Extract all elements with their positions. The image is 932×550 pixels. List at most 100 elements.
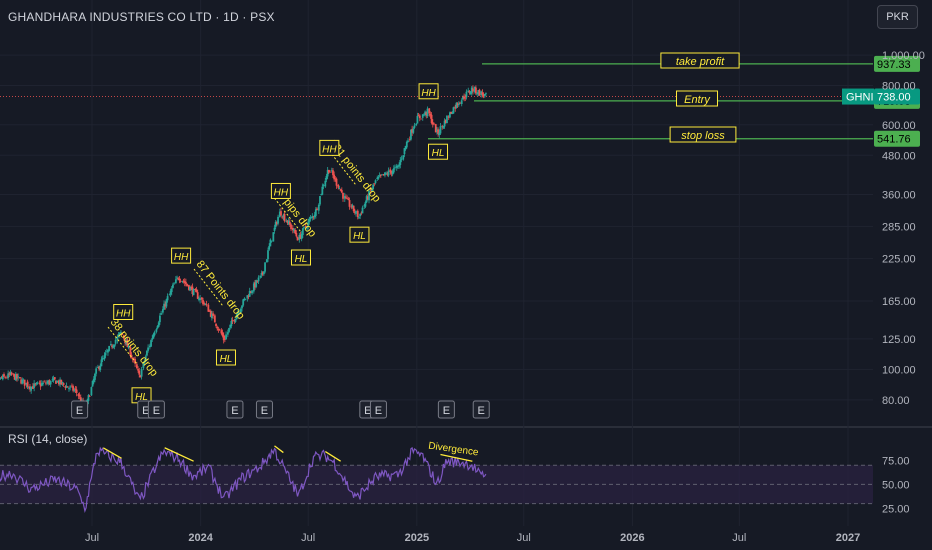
candle-body[interactable] bbox=[329, 171, 331, 173]
candle-body[interactable] bbox=[195, 289, 198, 293]
candle-body[interactable] bbox=[382, 174, 385, 176]
candle-body[interactable] bbox=[217, 329, 220, 331]
candle-body[interactable] bbox=[363, 205, 366, 207]
candle-body[interactable] bbox=[231, 319, 234, 321]
candle-body[interactable] bbox=[204, 303, 207, 305]
candle-body[interactable] bbox=[385, 173, 388, 175]
candle-body[interactable] bbox=[352, 205, 355, 212]
candle-body[interactable] bbox=[447, 116, 450, 118]
candle-body[interactable] bbox=[58, 380, 60, 385]
candle-body[interactable] bbox=[386, 173, 389, 175]
candle-body[interactable] bbox=[65, 385, 68, 388]
candle-body[interactable] bbox=[459, 102, 461, 104]
candle-body[interactable] bbox=[295, 232, 298, 237]
candle-body[interactable] bbox=[286, 220, 289, 224]
candle-body[interactable] bbox=[252, 283, 255, 292]
candle-body[interactable] bbox=[73, 389, 76, 391]
candle-body[interactable] bbox=[274, 221, 277, 228]
candle-body[interactable] bbox=[247, 296, 250, 298]
candle-body[interactable] bbox=[425, 112, 428, 115]
candle-body[interactable] bbox=[277, 216, 279, 224]
candle-body[interactable] bbox=[213, 315, 216, 323]
candle-body[interactable] bbox=[72, 386, 74, 391]
candle-body[interactable] bbox=[415, 123, 418, 126]
candle-body[interactable] bbox=[229, 324, 232, 328]
candle-body[interactable] bbox=[169, 290, 172, 295]
candle-body[interactable] bbox=[187, 284, 190, 290]
drop-annotation[interactable]: 87 Points drop bbox=[194, 258, 247, 321]
candle-body[interactable] bbox=[156, 325, 159, 329]
candle-body[interactable] bbox=[101, 358, 104, 360]
candle-body[interactable] bbox=[270, 240, 273, 242]
hl-box[interactable] bbox=[290, 249, 311, 266]
candle-body[interactable] bbox=[390, 170, 393, 174]
hh-box[interactable] bbox=[319, 139, 340, 156]
candle-body[interactable] bbox=[450, 111, 452, 114]
candle-body[interactable] bbox=[468, 91, 471, 94]
candle-body[interactable] bbox=[358, 216, 360, 218]
candle-body[interactable] bbox=[330, 170, 333, 172]
candle-body[interactable] bbox=[23, 379, 26, 386]
candle-body[interactable] bbox=[166, 296, 169, 301]
candle-body[interactable] bbox=[251, 290, 253, 294]
candle-body[interactable] bbox=[153, 332, 156, 336]
candle-body[interactable] bbox=[278, 211, 281, 218]
candle-body[interactable] bbox=[342, 192, 344, 199]
candle-body[interactable] bbox=[122, 335, 125, 339]
candle-body[interactable] bbox=[377, 176, 380, 179]
candle-body[interactable] bbox=[260, 273, 263, 275]
candle-body[interactable] bbox=[359, 213, 362, 217]
candle-body[interactable] bbox=[88, 396, 91, 397]
candle-body[interactable] bbox=[443, 120, 446, 127]
candle-body[interactable] bbox=[282, 214, 285, 218]
candle-body[interactable] bbox=[394, 166, 396, 168]
candle-body[interactable] bbox=[199, 298, 201, 300]
candle-body[interactable] bbox=[434, 124, 437, 133]
candle-body[interactable] bbox=[192, 288, 195, 296]
candle-body[interactable] bbox=[16, 373, 18, 379]
candle-body[interactable] bbox=[416, 115, 419, 124]
candle-body[interactable] bbox=[304, 226, 307, 228]
candle-body[interactable] bbox=[99, 365, 102, 370]
candle-body[interactable] bbox=[148, 345, 151, 348]
candle-body[interactable] bbox=[0, 377, 2, 379]
candle-body[interactable] bbox=[133, 358, 135, 360]
candle-body[interactable] bbox=[335, 178, 338, 186]
candle-body[interactable] bbox=[79, 397, 82, 403]
candle-body[interactable] bbox=[325, 175, 328, 180]
candle-body[interactable] bbox=[285, 220, 288, 222]
candle-body[interactable] bbox=[118, 332, 121, 336]
candle-body[interactable] bbox=[38, 382, 41, 384]
candle-body[interactable] bbox=[144, 356, 147, 362]
candle-body[interactable] bbox=[155, 329, 158, 332]
candle-body[interactable] bbox=[334, 178, 337, 180]
candle-body[interactable] bbox=[234, 318, 237, 322]
stop-loss-box[interactable] bbox=[669, 126, 737, 143]
candle-body[interactable] bbox=[437, 129, 440, 134]
candle-body[interactable] bbox=[421, 114, 424, 118]
candle-body[interactable] bbox=[233, 320, 236, 322]
candle-body[interactable] bbox=[178, 278, 181, 281]
candle-body[interactable] bbox=[333, 174, 336, 180]
candle-body[interactable] bbox=[19, 377, 21, 379]
candle-body[interactable] bbox=[262, 271, 265, 275]
earnings-marker[interactable] bbox=[147, 400, 165, 419]
hh-box[interactable] bbox=[270, 182, 291, 199]
candle-body[interactable] bbox=[439, 126, 442, 134]
candle-body[interactable] bbox=[200, 297, 203, 300]
candle-body[interactable] bbox=[107, 349, 109, 353]
candle-body[interactable] bbox=[256, 280, 259, 282]
candle-body[interactable] bbox=[356, 210, 359, 218]
candle-body[interactable] bbox=[417, 115, 420, 117]
candle-body[interactable] bbox=[248, 290, 251, 297]
candle-body[interactable] bbox=[476, 93, 478, 95]
candle-body[interactable] bbox=[337, 185, 340, 188]
candle-body[interactable] bbox=[46, 382, 49, 384]
candle-body[interactable] bbox=[112, 345, 115, 348]
candle-body[interactable] bbox=[230, 320, 233, 327]
candle-body[interactable] bbox=[268, 245, 271, 250]
candle-body[interactable] bbox=[130, 354, 133, 358]
candle-body[interactable] bbox=[182, 280, 185, 282]
candle-body[interactable] bbox=[281, 216, 284, 218]
candle-body[interactable] bbox=[235, 314, 238, 320]
